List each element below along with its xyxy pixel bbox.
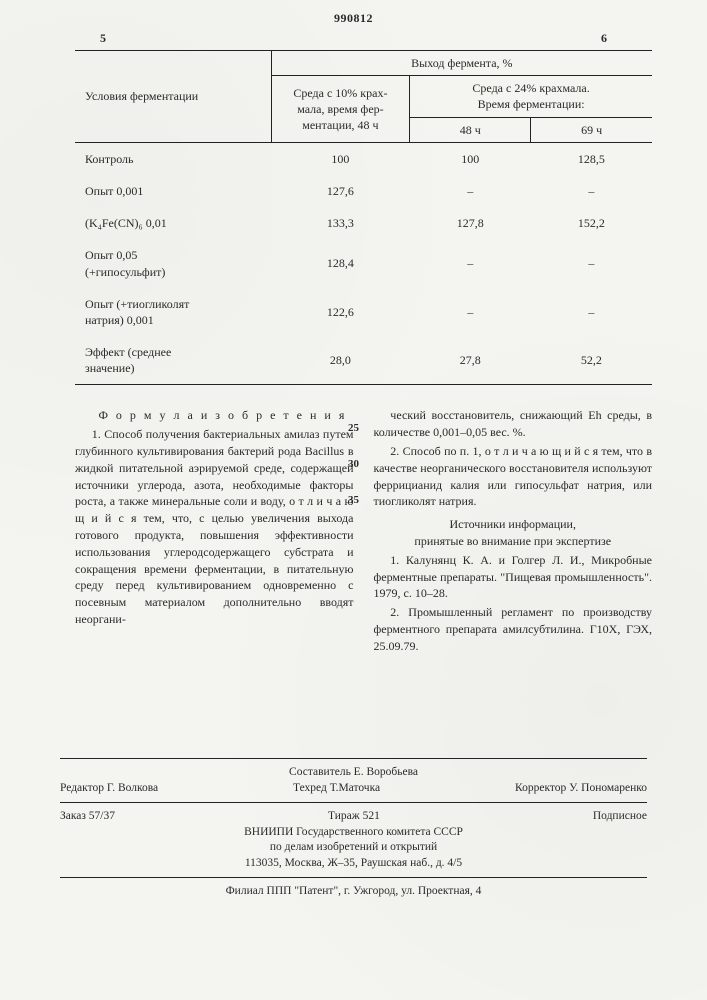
table-row: Опыт 0,05 (+гипосульфит)128,4––	[75, 239, 652, 287]
claim-1-cont: ческий восстановитель, снижающий Eh сред…	[374, 407, 653, 441]
table-row: (K₄Fe(CN)₆ 0,01133,3127,8152,2	[75, 207, 652, 239]
source-2: 2. Промышленный регламент по произ­водст…	[374, 604, 653, 654]
corrector: Корректор У. Пономаренко	[515, 781, 647, 797]
address-1: 113035, Москва, Ж–35, Раушская наб., д. …	[60, 856, 647, 872]
cell-48h-10pct: 100	[271, 142, 409, 175]
table-row: Опыт (+тиогликолят натрия) 0,001122,6––	[75, 288, 652, 336]
cell-48h-10pct: 133,3	[271, 207, 409, 239]
page-number-right: 6	[601, 30, 607, 46]
col-header-medium24: Среда с 24% крахмала. Время ферментации:	[410, 76, 652, 117]
row-label: Контроль	[75, 142, 271, 175]
org-line-2: по делам изобретений и открытий	[60, 840, 647, 856]
cell-48h-24pct: –	[410, 175, 531, 207]
subscription: Подписное	[593, 809, 647, 825]
col-header-48h: 48 ч	[410, 117, 531, 142]
cell-69h-24pct: 52,2	[531, 336, 652, 385]
cell-69h-24pct: –	[531, 175, 652, 207]
compiler: Составитель Е. Воробьева	[60, 765, 647, 781]
row-label: Опыт (+тиогликолят натрия) 0,001	[75, 288, 271, 336]
cell-48h-10pct: 28,0	[271, 336, 409, 385]
cell-48h-10pct: 127,6	[271, 175, 409, 207]
cell-69h-24pct: –	[531, 288, 652, 336]
col-header-yield: Выход фермента, %	[271, 51, 652, 76]
cell-48h-24pct: 100	[410, 142, 531, 175]
claim-2: 2. Способ по п. 1, о т л и ч а ю щ и й ­…	[374, 443, 653, 510]
source-1: 1. Калунянц К. А. и Голгер Л. И., Мик­ро…	[374, 552, 653, 602]
cell-48h-24pct: –	[410, 239, 531, 287]
cell-48h-24pct: 27,8	[410, 336, 531, 385]
editor: Редактор Г. Волкова	[60, 781, 158, 797]
colophon: Составитель Е. Воробьева Редактор Г. Вол…	[60, 752, 647, 900]
cell-48h-10pct: 122,6	[271, 288, 409, 336]
tirazh: Тираж 521	[328, 809, 380, 825]
col-header-conditions: Условия ферментации	[75, 51, 271, 143]
sources-heading: Источники информации, принятые во вниман…	[374, 516, 653, 550]
cell-69h-24pct: 128,5	[531, 142, 652, 175]
col-header-medium10: Среда с 10% крах- мала, время фер- мента…	[271, 76, 409, 143]
row-label: (K₄Fe(CN)₆ 0,01	[75, 207, 271, 239]
col-header-69h: 69 ч	[531, 117, 652, 142]
table-row: Опыт 0,001127,6––	[75, 175, 652, 207]
techred: Техред Т.Маточка	[293, 781, 380, 797]
doc-number: 990812	[334, 10, 373, 26]
formula-heading: Ф о р м у л а и з о б р е т е н и я	[75, 407, 354, 424]
row-label: Опыт 0,001	[75, 175, 271, 207]
claim-1: 1. Способ получения бактериальных амилаз…	[75, 426, 354, 628]
cell-48h-24pct: 127,8	[410, 207, 531, 239]
cell-69h-24pct: 152,2	[531, 207, 652, 239]
order-number: Заказ 57/37	[60, 809, 115, 825]
row-label: Опыт 0,05 (+гипосульфит)	[75, 239, 271, 287]
cell-48h-24pct: –	[410, 288, 531, 336]
line-numbers: 25 30 35	[344, 410, 364, 518]
row-label: Эффект (среднее значение)	[75, 336, 271, 385]
org-line-1: ВНИИПИ Государственного комитета СССР	[60, 825, 647, 841]
body-text: Ф о р м у л а и з о б р е т е н и я 1. С…	[75, 407, 652, 656]
table-row: Эффект (среднее значение)28,027,852,2	[75, 336, 652, 385]
cell-69h-24pct: –	[531, 239, 652, 287]
table-row: Контроль100100128,5	[75, 142, 652, 175]
page-number-left: 5	[100, 30, 106, 46]
ferment-yield-table: Условия ферментации Выход фермента, % Ср…	[75, 50, 652, 385]
address-2: Филиал ППП "Патент", г. Ужгород, ул. Про…	[60, 884, 647, 900]
cell-48h-10pct: 128,4	[271, 239, 409, 287]
